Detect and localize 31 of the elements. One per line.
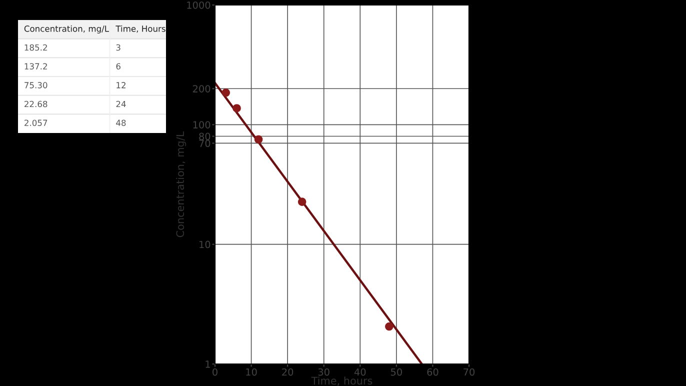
text: 75.30	[24, 82, 48, 88]
text: 48	[116, 120, 126, 126]
text: 185.2	[24, 44, 47, 51]
point	[254, 135, 263, 144]
y-tick-label: 200	[192, 85, 210, 92]
y-tick-label: 1000	[187, 1, 210, 9]
y-tick-label: 100	[193, 121, 210, 128]
x-tick-label: 60	[427, 368, 438, 376]
point	[298, 198, 306, 206]
text: 24	[116, 100, 126, 108]
text: 3	[116, 44, 120, 51]
point	[222, 88, 230, 97]
text: Concentration, mg/L	[24, 25, 109, 34]
point	[232, 104, 241, 112]
point	[385, 322, 394, 331]
x-tick-label: 0	[212, 368, 218, 376]
text: 12	[116, 82, 126, 88]
x-tick-label: 40	[354, 368, 366, 376]
x-tick-label: 50	[390, 368, 402, 376]
text: 22.68	[24, 100, 48, 108]
text: 6	[116, 63, 120, 70]
y-tick-label: 80	[199, 132, 210, 140]
y-tick-label: 10	[200, 240, 210, 248]
text: Time, Hours	[116, 25, 166, 33]
text: 2.057	[24, 120, 48, 126]
text: 137.2	[24, 63, 47, 70]
x-tick-label: 30	[318, 368, 330, 376]
y-tick-label: 1	[206, 360, 210, 368]
x-tick-label: 70	[464, 368, 475, 376]
x-tick-label: 20	[282, 368, 294, 376]
x-tick-label: 10	[246, 368, 257, 376]
